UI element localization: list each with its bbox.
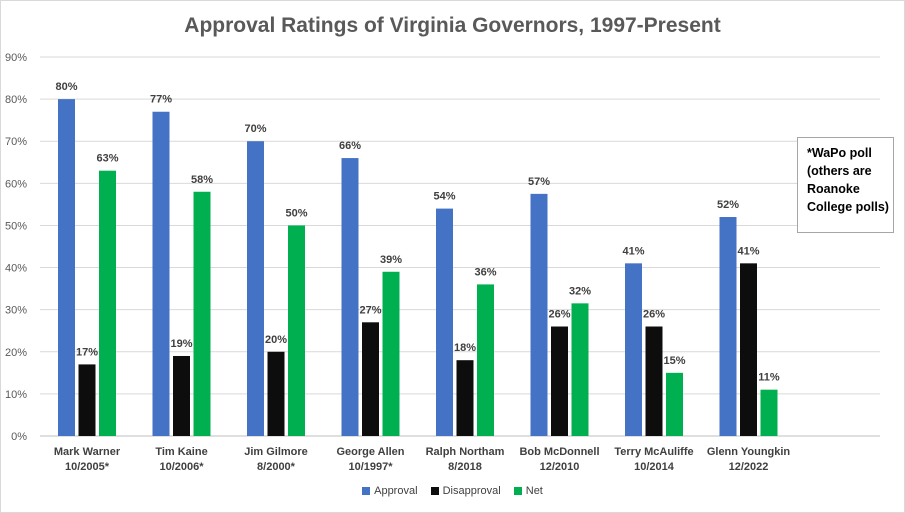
data-label: 27% bbox=[359, 304, 381, 316]
data-label: 63% bbox=[96, 153, 118, 165]
y-tick-label: 10% bbox=[5, 389, 27, 401]
data-label: 77% bbox=[150, 94, 172, 106]
y-tick-label: 70% bbox=[5, 136, 27, 148]
bar-net bbox=[666, 372, 683, 436]
bar-net bbox=[760, 389, 778, 436]
data-label: 50% bbox=[285, 207, 307, 219]
y-tick-label: 20% bbox=[5, 347, 27, 359]
data-label: 19% bbox=[170, 338, 192, 350]
annotation-box: *WaPo poll (others are Roanoke College p… bbox=[797, 137, 894, 233]
legend: Approval Disapproval Net bbox=[0, 485, 905, 498]
x-tick-label: 12/2010 bbox=[540, 461, 580, 473]
data-label: 36% bbox=[474, 266, 496, 278]
x-tick-label: 10/2005* bbox=[65, 461, 110, 473]
data-label: 26% bbox=[643, 309, 665, 321]
data-label: 41% bbox=[737, 245, 759, 257]
legend-label-net: Net bbox=[525, 485, 543, 497]
legend-swatch-disapproval bbox=[430, 487, 439, 495]
legend-item-approval: Approval bbox=[362, 485, 418, 497]
x-tick-label: Tim Kaine bbox=[155, 446, 207, 458]
x-tick-label: Ralph Northam bbox=[426, 446, 505, 458]
bar-approval bbox=[719, 217, 737, 436]
bar-net bbox=[288, 225, 305, 436]
x-tick-label: 10/1997* bbox=[348, 461, 393, 473]
bar-net bbox=[382, 271, 400, 436]
data-label: 20% bbox=[265, 334, 287, 346]
data-label: 66% bbox=[339, 140, 361, 152]
data-label: 57% bbox=[528, 176, 550, 188]
bar-approval bbox=[341, 158, 359, 437]
bar-approval bbox=[58, 99, 75, 436]
x-tick-label: Mark Warner bbox=[54, 446, 121, 458]
data-label: 39% bbox=[380, 254, 402, 266]
x-tick-label: George Allen bbox=[336, 446, 404, 458]
bar-approval bbox=[625, 263, 642, 436]
y-tick-label: 80% bbox=[5, 94, 27, 106]
y-tick-label: 40% bbox=[5, 263, 27, 275]
x-tick-label: Bob McDonnell bbox=[519, 446, 599, 458]
bar-approval bbox=[152, 111, 170, 436]
data-label: 52% bbox=[717, 199, 739, 211]
y-tick-label: 0% bbox=[11, 431, 27, 443]
y-tick-label: 60% bbox=[5, 178, 27, 190]
bar-disapproval bbox=[78, 364, 96, 436]
x-tick-label: 10/2006* bbox=[159, 461, 204, 473]
bar-net bbox=[99, 170, 116, 436]
legend-swatch-net bbox=[513, 487, 522, 495]
x-tick-label: Glenn Youngkin bbox=[707, 446, 791, 458]
bar-approval bbox=[247, 141, 264, 436]
data-label: 32% bbox=[569, 285, 591, 297]
bar-disapproval bbox=[173, 355, 190, 436]
bar-net bbox=[193, 191, 211, 436]
legend-label-disapproval: Disapproval bbox=[442, 485, 501, 497]
x-tick-label: Jim Gilmore bbox=[244, 446, 308, 458]
bar-disapproval bbox=[267, 351, 285, 436]
data-label: 58% bbox=[191, 174, 213, 186]
legend-item-disapproval: Disapproval bbox=[430, 485, 501, 497]
legend-item-net: Net bbox=[513, 485, 543, 497]
data-label: 18% bbox=[454, 342, 476, 354]
bar-disapproval bbox=[645, 326, 663, 436]
data-label: 17% bbox=[76, 346, 98, 358]
bar-net bbox=[477, 284, 494, 436]
x-tick-label: 8/2000* bbox=[257, 461, 296, 473]
y-tick-label: 90% bbox=[5, 52, 27, 64]
bar-approval bbox=[530, 193, 548, 436]
data-label: 26% bbox=[548, 309, 570, 321]
legend-label-approval: Approval bbox=[374, 485, 418, 497]
data-label: 70% bbox=[244, 123, 266, 135]
x-tick-label: Terry McAuliffe bbox=[614, 446, 693, 458]
chart-title: Approval Ratings of Virginia Governors, … bbox=[184, 14, 721, 37]
bar-disapproval bbox=[740, 263, 757, 436]
data-label: 15% bbox=[663, 355, 685, 367]
bar-disapproval bbox=[362, 322, 379, 436]
bar-disapproval bbox=[551, 326, 568, 436]
data-label: 11% bbox=[758, 372, 780, 384]
y-tick-label: 50% bbox=[5, 220, 27, 232]
bar-disapproval bbox=[456, 360, 474, 436]
bar-approval bbox=[436, 208, 453, 436]
bar-net bbox=[571, 303, 589, 436]
data-label: 80% bbox=[55, 81, 77, 93]
x-tick-label: 10/2014 bbox=[634, 461, 675, 473]
y-tick-label: 30% bbox=[5, 305, 27, 317]
x-tick-label: 12/2022 bbox=[729, 461, 769, 473]
data-label: 41% bbox=[622, 245, 644, 257]
legend-swatch-approval bbox=[362, 487, 371, 495]
x-tick-label: 8/2018 bbox=[448, 461, 482, 473]
data-label: 54% bbox=[433, 191, 455, 203]
